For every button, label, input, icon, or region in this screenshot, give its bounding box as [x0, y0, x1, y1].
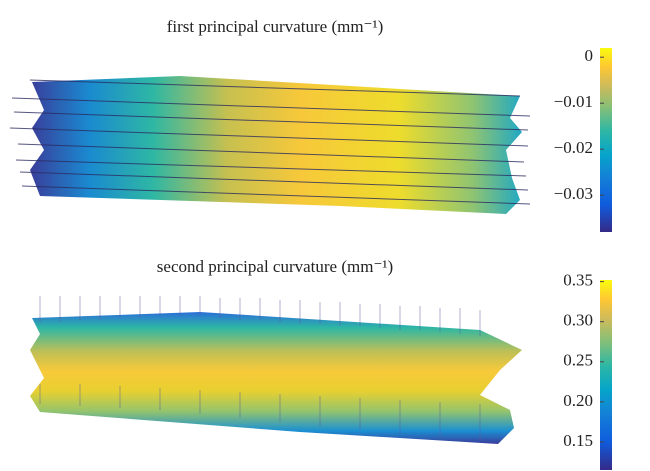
panel-title: second principal curvature (mm⁻¹)	[157, 257, 393, 276]
colorbar-tick-label: 0.20	[563, 391, 593, 410]
colorbar	[600, 48, 612, 232]
colorbar-tick-label: 0.35	[563, 271, 593, 290]
colorbar-tick-label: −0.03	[554, 184, 593, 203]
colorbar-tick-label: 0.25	[563, 351, 593, 370]
colorbar-tick-label: −0.02	[554, 138, 593, 157]
page: {"chart_data": [ {"type": "surface", "ti…	[0, 0, 650, 471]
figure: first principal curvature (mm⁻¹) 0 −0.01 −0…	[0, 0, 650, 471]
surface-top	[10, 76, 530, 214]
colorbar-tick-label: 0	[585, 46, 594, 65]
colorbar-tick-label: −0.01	[554, 92, 593, 111]
colorbar-tick-label: 0.30	[563, 311, 593, 330]
surface-bottom	[30, 296, 522, 444]
panel-title: first principal curvature (mm⁻¹)	[167, 17, 384, 36]
colorbar-tick-label: 0.15	[563, 431, 593, 450]
